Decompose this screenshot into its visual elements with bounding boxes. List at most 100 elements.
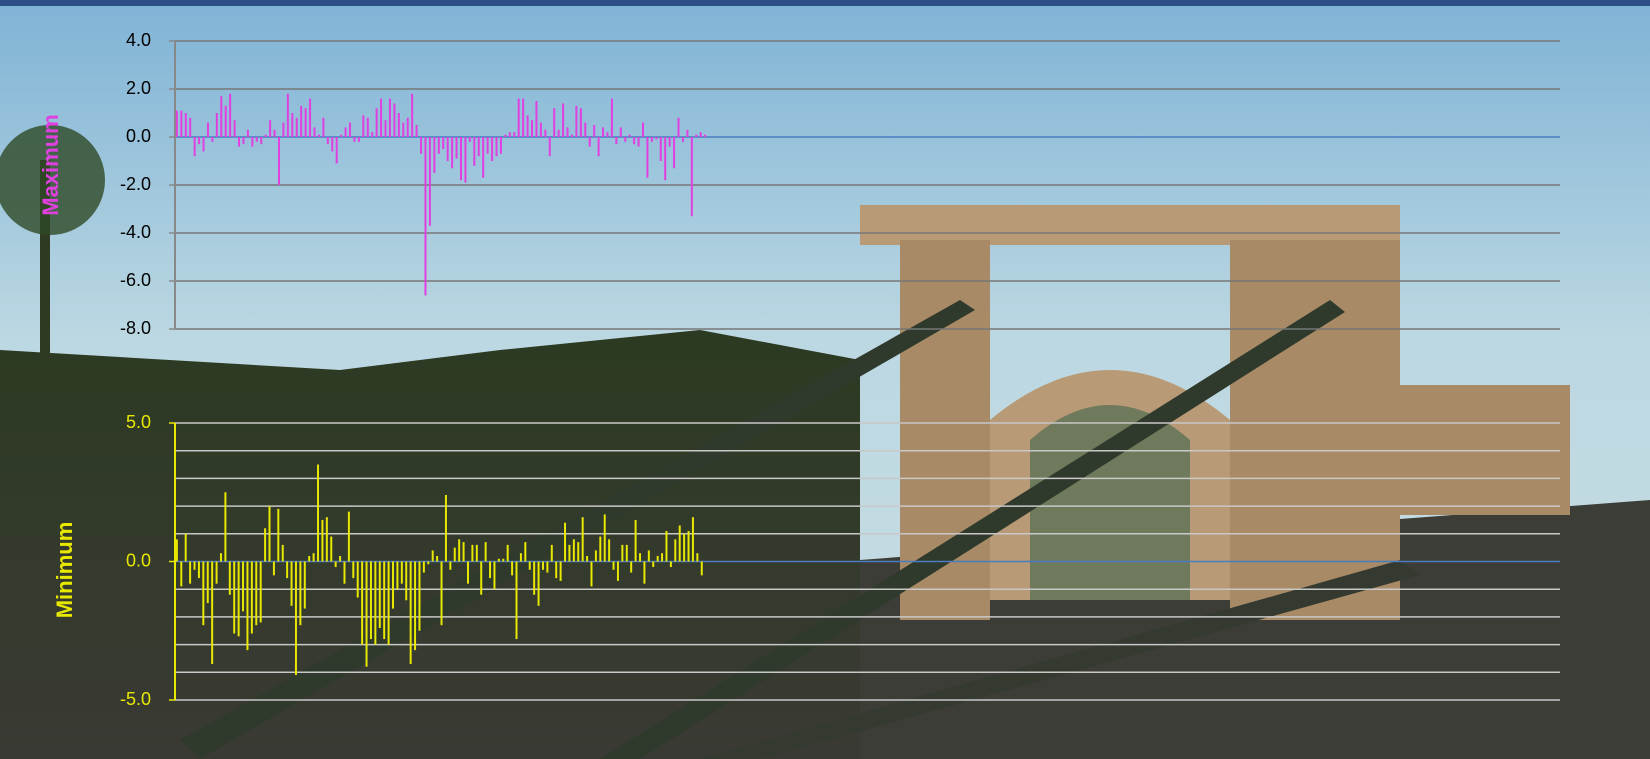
bar: [508, 132, 511, 137]
bar: [242, 561, 245, 612]
bar: [681, 137, 684, 142]
bar: [264, 528, 267, 562]
bar: [375, 108, 378, 137]
bar: [664, 137, 667, 181]
bar: [628, 134, 631, 137]
bar: [502, 558, 505, 562]
bar: [459, 137, 462, 181]
bar: [677, 117, 680, 137]
bar: [246, 129, 249, 137]
bar: [189, 117, 192, 137]
bar: [312, 553, 315, 562]
bar: [473, 137, 476, 166]
bar: [480, 561, 483, 595]
bar: [528, 561, 531, 570]
bar: [674, 539, 677, 562]
bar: [437, 137, 440, 154]
y-tick-label: -2.0: [120, 174, 151, 194]
bar: [387, 561, 390, 645]
bar: [255, 561, 258, 626]
bar: [616, 561, 619, 581]
bar: [277, 137, 280, 185]
bar: [659, 137, 662, 161]
bar: [531, 120, 534, 137]
bar: [286, 561, 289, 579]
bar: [352, 561, 355, 579]
bar: [704, 134, 707, 137]
bar: [699, 132, 702, 137]
bar: [366, 117, 369, 137]
bar: [588, 137, 591, 147]
bar: [584, 122, 587, 137]
y-tick-label: -5.0: [120, 689, 151, 709]
bar: [242, 137, 245, 145]
bar: [349, 122, 352, 137]
bar: [189, 561, 192, 584]
bar: [559, 561, 562, 581]
y-axis-title: Maximum: [38, 114, 63, 215]
bar: [424, 137, 427, 296]
bar: [397, 113, 400, 137]
bar: [537, 561, 540, 606]
bar: [362, 115, 365, 137]
bar: [224, 492, 227, 562]
bar: [369, 561, 372, 640]
bar: [220, 96, 223, 137]
y-tick-label: 0.0: [126, 550, 151, 570]
bar: [294, 561, 297, 676]
bar: [499, 137, 502, 154]
bar: [442, 137, 445, 149]
y-axis-title: Minimum: [52, 522, 77, 619]
bar: [633, 137, 636, 145]
bar: [250, 561, 253, 634]
bar: [211, 561, 214, 664]
bar: [539, 122, 542, 137]
bar: [656, 555, 659, 562]
bar: [624, 137, 627, 142]
bar: [444, 495, 447, 562]
bar: [371, 132, 374, 137]
bar: [652, 561, 655, 568]
bar: [198, 137, 201, 145]
bar: [291, 113, 294, 137]
bar: [268, 506, 271, 562]
bar: [237, 561, 240, 637]
bar: [491, 137, 494, 161]
bar: [468, 137, 471, 142]
bar: [484, 542, 487, 562]
bar: [471, 544, 474, 562]
bar: [255, 137, 258, 142]
bar: [193, 137, 196, 157]
bar: [495, 137, 498, 157]
bar: [650, 137, 653, 142]
bar: [400, 561, 403, 584]
bar: [184, 113, 187, 137]
bar: [517, 98, 520, 137]
y-tick-label: 4.0: [126, 30, 151, 50]
bar: [378, 561, 381, 628]
bar: [219, 553, 222, 562]
bar: [482, 137, 485, 178]
bar: [229, 93, 232, 137]
bar: [303, 561, 306, 609]
bar: [451, 137, 454, 169]
bar: [313, 127, 316, 137]
bar: [414, 561, 417, 651]
bar: [526, 115, 529, 137]
bar: [475, 544, 478, 562]
bar: [665, 531, 668, 562]
bar: [440, 561, 443, 626]
bar: [402, 122, 405, 137]
bar: [524, 542, 527, 562]
bar: [562, 103, 565, 137]
bar: [610, 98, 613, 137]
bar: [458, 539, 461, 562]
bar: [383, 561, 386, 640]
bar: [406, 117, 409, 137]
bar: [572, 539, 575, 562]
bar: [577, 542, 580, 562]
bar: [683, 533, 686, 562]
bar: [206, 561, 209, 604]
bar: [246, 561, 249, 651]
bar: [420, 137, 423, 154]
